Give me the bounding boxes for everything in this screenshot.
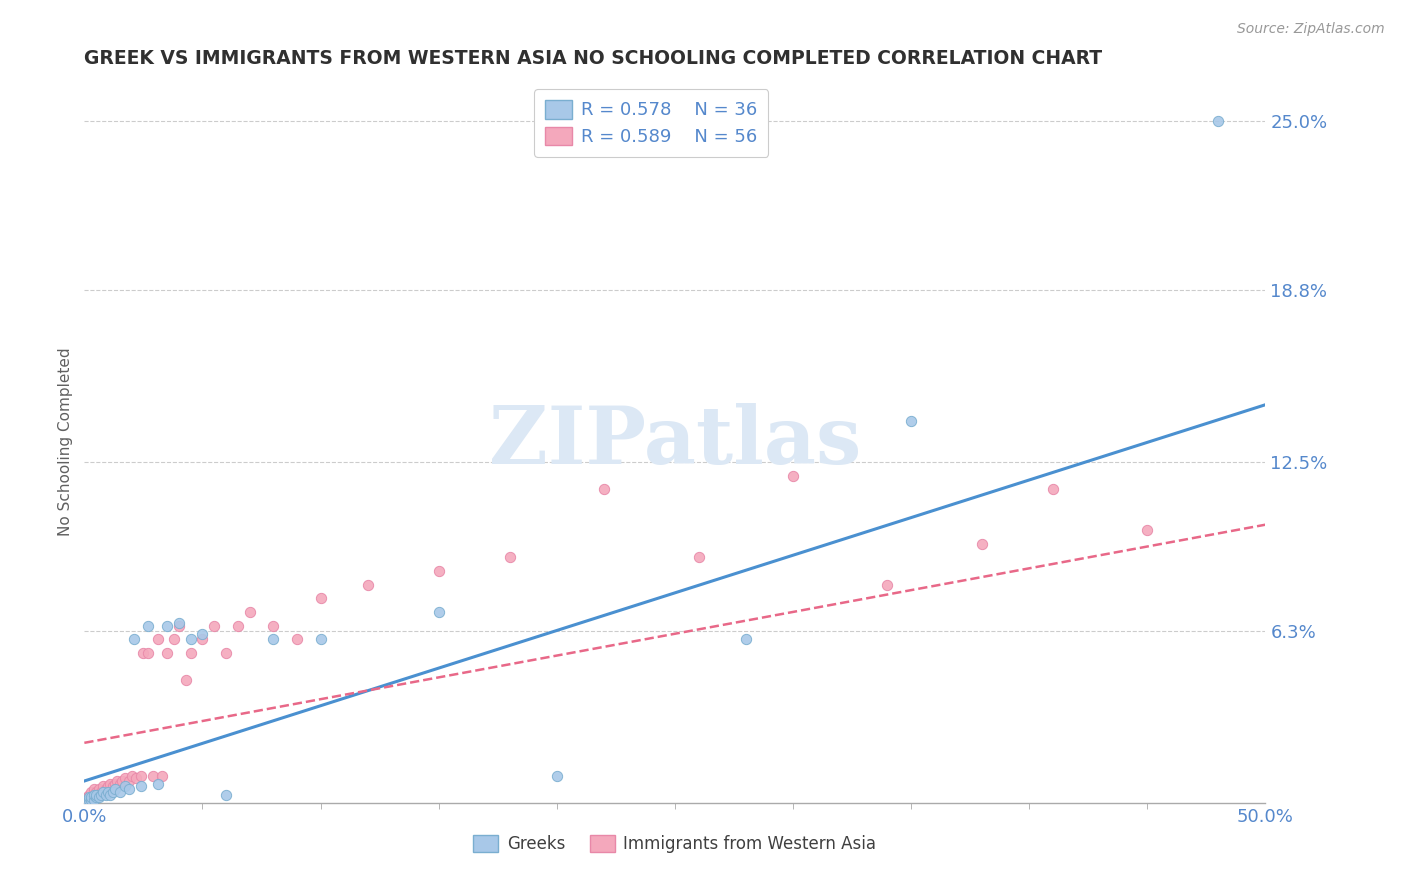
Immigrants from Western Asia <box>107 774 129 789</box>
Immigrants from Western Asia <box>80 785 103 799</box>
Immigrants from Western Asia <box>83 782 105 797</box>
Immigrants from Western Asia <box>150 768 173 782</box>
Immigrants from Western Asia <box>309 591 332 606</box>
Immigrants from Western Asia <box>91 785 114 799</box>
Greeks <box>84 788 107 802</box>
Greeks <box>94 788 117 802</box>
Greeks <box>156 618 179 632</box>
Immigrants from Western Asia <box>167 618 190 632</box>
Immigrants from Western Asia <box>77 790 100 805</box>
Greeks <box>76 793 98 807</box>
Immigrants from Western Asia <box>163 632 186 647</box>
Immigrants from Western Asia <box>125 771 148 785</box>
Immigrants from Western Asia <box>132 646 155 660</box>
Immigrants from Western Asia <box>91 780 114 794</box>
Greeks <box>118 782 141 797</box>
Greeks <box>215 788 238 802</box>
Immigrants from Western Asia <box>121 768 143 782</box>
Greeks <box>80 793 103 807</box>
Immigrants from Western Asia <box>593 482 616 496</box>
Immigrants from Western Asia <box>1042 482 1064 496</box>
Greeks <box>262 632 284 647</box>
Legend: Greeks, Immigrants from Western Asia: Greeks, Immigrants from Western Asia <box>467 828 883 860</box>
Immigrants from Western Asia <box>101 780 124 794</box>
Immigrants from Western Asia <box>427 564 450 578</box>
Immigrants from Western Asia <box>226 618 249 632</box>
Greeks <box>83 793 105 807</box>
Greeks <box>101 785 124 799</box>
Immigrants from Western Asia <box>215 646 238 660</box>
Immigrants from Western Asia <box>98 777 121 791</box>
Greeks <box>97 785 120 799</box>
Greeks <box>309 632 332 647</box>
Immigrants from Western Asia <box>191 632 214 647</box>
Y-axis label: No Schooling Completed: No Schooling Completed <box>58 347 73 536</box>
Greeks <box>90 788 112 802</box>
Immigrants from Western Asia <box>239 605 262 619</box>
Immigrants from Western Asia <box>876 577 898 591</box>
Immigrants from Western Asia <box>84 788 107 802</box>
Immigrants from Western Asia <box>76 793 98 807</box>
Immigrants from Western Asia <box>174 673 197 687</box>
Text: ZIPatlas: ZIPatlas <box>489 402 860 481</box>
Text: GREEK VS IMMIGRANTS FROM WESTERN ASIA NO SCHOOLING COMPLETED CORRELATION CHART: GREEK VS IMMIGRANTS FROM WESTERN ASIA NO… <box>84 48 1102 68</box>
Immigrants from Western Asia <box>970 537 993 551</box>
Immigrants from Western Asia <box>84 785 107 799</box>
Greeks <box>146 777 169 791</box>
Immigrants from Western Asia <box>94 782 117 797</box>
Immigrants from Western Asia <box>129 768 152 782</box>
Immigrants from Western Asia <box>688 550 710 565</box>
Immigrants from Western Asia <box>136 646 159 660</box>
Greeks <box>122 632 145 647</box>
Immigrants from Western Asia <box>156 646 179 660</box>
Immigrants from Western Asia <box>114 771 136 785</box>
Immigrants from Western Asia <box>76 790 98 805</box>
Immigrants from Western Asia <box>80 790 103 805</box>
Immigrants from Western Asia <box>118 774 141 789</box>
Greeks <box>83 788 105 802</box>
Greeks <box>1206 114 1229 128</box>
Immigrants from Western Asia <box>142 768 165 782</box>
Greeks <box>546 768 568 782</box>
Immigrants from Western Asia <box>97 780 120 794</box>
Immigrants from Western Asia <box>202 618 225 632</box>
Immigrants from Western Asia <box>357 577 380 591</box>
Greeks <box>191 626 214 640</box>
Immigrants from Western Asia <box>111 774 134 789</box>
Immigrants from Western Asia <box>180 646 202 660</box>
Immigrants from Western Asia <box>87 782 110 797</box>
Immigrants from Western Asia <box>87 788 110 802</box>
Greeks <box>900 414 922 428</box>
Greeks <box>77 790 100 805</box>
Text: Source: ZipAtlas.com: Source: ZipAtlas.com <box>1237 22 1385 37</box>
Greeks <box>104 782 127 797</box>
Immigrants from Western Asia <box>77 788 100 802</box>
Immigrants from Western Asia <box>498 550 520 565</box>
Immigrants from Western Asia <box>83 788 105 802</box>
Greeks <box>167 615 190 630</box>
Greeks <box>91 785 114 799</box>
Greeks <box>114 780 136 794</box>
Greeks <box>427 605 450 619</box>
Greeks <box>129 780 152 794</box>
Immigrants from Western Asia <box>782 468 804 483</box>
Greeks <box>84 790 107 805</box>
Immigrants from Western Asia <box>90 785 112 799</box>
Greeks <box>734 632 756 647</box>
Greeks <box>180 632 202 647</box>
Immigrants from Western Asia <box>1136 523 1159 537</box>
Greeks <box>77 793 100 807</box>
Immigrants from Western Asia <box>108 777 131 791</box>
Greeks <box>108 785 131 799</box>
Immigrants from Western Asia <box>262 618 284 632</box>
Greeks <box>98 788 121 802</box>
Greeks <box>80 790 103 805</box>
Greeks <box>87 790 110 805</box>
Immigrants from Western Asia <box>104 777 127 791</box>
Immigrants from Western Asia <box>285 632 308 647</box>
Immigrants from Western Asia <box>146 632 169 647</box>
Greeks <box>136 618 159 632</box>
